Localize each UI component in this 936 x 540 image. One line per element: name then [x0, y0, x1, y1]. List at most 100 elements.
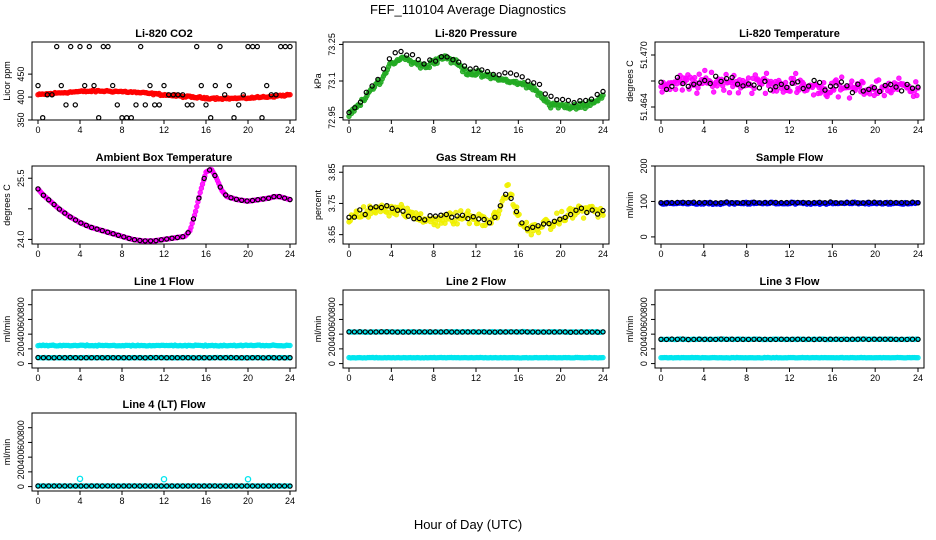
x-tick-label: 16 — [201, 496, 211, 506]
data-point — [373, 210, 379, 216]
x-tick-label: 4 — [77, 496, 82, 506]
data-point — [600, 212, 606, 218]
data-point — [240, 92, 246, 98]
data-point — [142, 355, 148, 361]
data-point — [153, 237, 159, 244]
panel-1: Li-820 Pressure kPa 0 4 8 12 16 20 24 72.95 73.1 73… — [313, 28, 610, 135]
data-point — [378, 204, 385, 211]
panel-title: Ambient Box Temperature — [96, 152, 233, 164]
data-point — [594, 329, 601, 335]
data-point — [131, 483, 138, 489]
data-point — [249, 197, 256, 204]
data-point — [707, 199, 713, 206]
data-point — [492, 329, 498, 335]
data-point — [126, 483, 132, 489]
data-point — [228, 195, 234, 201]
y-tick-label: 200 — [327, 341, 337, 356]
x-tick-label: 20 — [556, 125, 566, 135]
y-tick-label: 400 — [639, 327, 649, 342]
y-tick-label: 450 — [16, 67, 26, 82]
data-point — [672, 86, 679, 93]
data-point — [40, 483, 47, 489]
data-point — [896, 75, 902, 81]
data-point — [432, 329, 439, 335]
data-point — [811, 199, 817, 206]
x-tick-label: 0 — [658, 125, 663, 135]
data-point — [909, 199, 916, 205]
data-point — [860, 336, 867, 342]
data-point — [400, 329, 406, 335]
data-point — [557, 216, 563, 222]
y-tick-label: 800 — [16, 297, 26, 312]
data-point — [378, 329, 385, 335]
data-point — [546, 329, 552, 335]
data-point — [696, 336, 703, 342]
data-point — [137, 43, 144, 50]
data-point — [481, 216, 487, 223]
x-tick-label: 8 — [431, 373, 436, 383]
data-point — [287, 43, 293, 50]
data-point — [153, 483, 159, 489]
x-tick-label: 4 — [701, 125, 706, 135]
data-point — [137, 237, 143, 244]
data-point — [54, 43, 60, 50]
data-point — [695, 85, 701, 91]
data-point — [787, 88, 793, 94]
data-point — [729, 336, 735, 342]
data-point — [562, 329, 568, 335]
series-flow-b — [346, 354, 606, 361]
data-point — [470, 213, 476, 220]
y-tick-label: 3.65 — [327, 226, 337, 244]
data-point — [751, 336, 757, 342]
data-point — [416, 215, 422, 222]
x-tick-label: 16 — [201, 249, 211, 259]
data-point — [720, 83, 726, 89]
x-tick-label: 12 — [471, 125, 481, 135]
data-point — [476, 329, 482, 335]
data-point — [502, 70, 508, 76]
data-point — [915, 336, 921, 342]
series-hourly — [35, 354, 293, 361]
data-point — [789, 80, 795, 87]
data-point — [882, 199, 888, 206]
x-tick-label: 24 — [913, 373, 923, 383]
data-point — [915, 84, 921, 90]
data-point — [866, 199, 872, 205]
data-point — [685, 83, 692, 90]
data-point — [375, 76, 381, 83]
data-point — [400, 208, 406, 214]
data-point — [46, 197, 52, 203]
data-point — [454, 221, 460, 227]
data-point — [805, 83, 812, 89]
data-point — [674, 74, 681, 81]
data-point — [827, 336, 834, 342]
x-tick-label: 16 — [513, 373, 523, 383]
data-point — [691, 199, 697, 205]
data-point — [484, 68, 491, 75]
data-point — [233, 196, 240, 202]
x-tick-label: 8 — [431, 125, 436, 135]
data-point — [773, 83, 779, 90]
panel-title: Li-820 CO2 — [135, 28, 192, 40]
y-tick-label: 51.470 — [639, 41, 649, 69]
data-point — [427, 57, 433, 63]
data-point — [751, 82, 757, 88]
data-point — [535, 329, 541, 335]
data-point — [185, 355, 191, 361]
data-point — [265, 195, 272, 201]
data-point — [811, 77, 817, 84]
data-point — [99, 483, 106, 489]
data-point — [67, 483, 73, 489]
data-point — [519, 220, 525, 226]
x-tick-label: 8 — [119, 496, 124, 506]
data-point — [351, 214, 358, 220]
data-point — [680, 80, 686, 87]
data-point — [265, 483, 272, 489]
data-point — [192, 208, 199, 214]
x-tick-label: 4 — [389, 249, 394, 259]
data-point — [893, 336, 899, 342]
data-point — [810, 92, 817, 98]
data-point — [392, 50, 398, 56]
data-point — [503, 191, 509, 197]
data-point — [800, 85, 806, 92]
